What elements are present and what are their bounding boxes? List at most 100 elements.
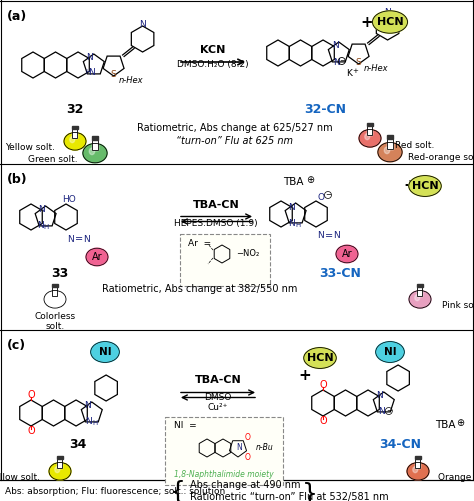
Text: “turn-on” Flu at 625 nm: “turn-on” Flu at 625 nm bbox=[176, 136, 293, 146]
Text: −NO₂: −NO₂ bbox=[236, 249, 259, 259]
Ellipse shape bbox=[373, 11, 408, 33]
Text: Yellow solt.: Yellow solt. bbox=[5, 143, 55, 152]
Text: +: + bbox=[352, 68, 358, 74]
Text: 33-CN: 33-CN bbox=[319, 267, 361, 280]
Text: N: N bbox=[139, 20, 146, 29]
Text: NI: NI bbox=[99, 347, 111, 357]
Text: N: N bbox=[288, 218, 295, 227]
Ellipse shape bbox=[365, 134, 370, 140]
Text: N: N bbox=[378, 407, 385, 416]
Text: O: O bbox=[27, 426, 35, 436]
Text: Cu²⁺: Cu²⁺ bbox=[208, 403, 228, 412]
Text: Abs change at 490 nm: Abs change at 490 nm bbox=[190, 480, 301, 490]
Text: N: N bbox=[376, 391, 383, 400]
Text: Green solt.: Green solt. bbox=[28, 155, 78, 164]
Bar bbox=[92, 140, 98, 149]
Bar bbox=[53, 287, 57, 296]
Text: −: − bbox=[325, 192, 331, 198]
Text: NI  =: NI = bbox=[174, 421, 197, 430]
Text: O: O bbox=[319, 416, 327, 426]
Text: HCN: HCN bbox=[377, 17, 403, 27]
Text: +: + bbox=[299, 368, 311, 382]
Text: }: } bbox=[302, 482, 318, 501]
Text: Pink solt.: Pink solt. bbox=[442, 302, 474, 311]
Text: N: N bbox=[333, 58, 340, 67]
Bar bbox=[415, 456, 421, 459]
Text: 34-CN: 34-CN bbox=[379, 438, 421, 451]
Text: Ar: Ar bbox=[91, 252, 102, 262]
Bar bbox=[417, 284, 423, 287]
Text: n-Hex: n-Hex bbox=[118, 76, 143, 85]
Bar bbox=[57, 459, 63, 468]
Ellipse shape bbox=[55, 466, 60, 472]
Text: H: H bbox=[43, 224, 48, 230]
Text: 32: 32 bbox=[66, 103, 84, 116]
Text: H: H bbox=[85, 69, 91, 75]
Text: {: { bbox=[170, 480, 186, 501]
Ellipse shape bbox=[409, 291, 431, 308]
Ellipse shape bbox=[86, 248, 108, 266]
Text: H: H bbox=[295, 222, 300, 228]
Text: HEPES:DMSO (1:9): HEPES:DMSO (1:9) bbox=[174, 219, 258, 228]
Text: Ratiometric “turn-on” Flu at 532/581 nm: Ratiometric “turn-on” Flu at 532/581 nm bbox=[190, 492, 389, 501]
Ellipse shape bbox=[83, 143, 107, 163]
Bar bbox=[416, 459, 420, 468]
Text: 33: 33 bbox=[51, 267, 69, 280]
Bar bbox=[367, 126, 373, 135]
Text: Red-orange solt.: Red-orange solt. bbox=[408, 153, 474, 162]
Text: Colorless
solt.: Colorless solt. bbox=[35, 312, 75, 331]
Ellipse shape bbox=[50, 295, 55, 301]
Text: n-Hex: n-Hex bbox=[364, 64, 388, 73]
Bar bbox=[387, 135, 393, 139]
Text: TBA-CN: TBA-CN bbox=[195, 375, 241, 385]
Ellipse shape bbox=[378, 142, 402, 162]
Bar bbox=[367, 126, 373, 135]
Bar bbox=[387, 139, 393, 148]
Text: N: N bbox=[86, 53, 93, 62]
Text: Abs: absorption; Flu: fluorescence; solt.: solution: Abs: absorption; Flu: fluorescence; solt… bbox=[5, 486, 225, 495]
Text: Ar: Ar bbox=[342, 249, 352, 259]
Ellipse shape bbox=[407, 462, 429, 480]
Text: ⊕: ⊕ bbox=[456, 418, 464, 428]
Text: TBA-CN: TBA-CN bbox=[192, 200, 239, 210]
Bar bbox=[92, 136, 98, 140]
Text: N: N bbox=[334, 231, 340, 240]
Text: S: S bbox=[111, 70, 117, 79]
Text: N: N bbox=[288, 202, 295, 211]
Text: N: N bbox=[236, 443, 242, 452]
Text: O: O bbox=[245, 453, 251, 462]
Bar bbox=[57, 456, 63, 459]
Text: 1,8-Naphthalimide moiety: 1,8-Naphthalimide moiety bbox=[174, 470, 274, 479]
Text: S: S bbox=[356, 58, 362, 67]
Text: N: N bbox=[37, 220, 44, 229]
Ellipse shape bbox=[49, 462, 71, 480]
Ellipse shape bbox=[91, 342, 119, 362]
FancyBboxPatch shape bbox=[165, 417, 283, 485]
Bar bbox=[53, 287, 57, 296]
Ellipse shape bbox=[64, 132, 86, 150]
Ellipse shape bbox=[376, 342, 404, 362]
Text: HCN: HCN bbox=[412, 181, 438, 191]
Text: =: = bbox=[325, 231, 333, 241]
Text: −: − bbox=[339, 58, 345, 64]
Text: N: N bbox=[85, 416, 92, 425]
Ellipse shape bbox=[70, 137, 75, 143]
Bar bbox=[72, 126, 78, 129]
Ellipse shape bbox=[359, 129, 381, 147]
Ellipse shape bbox=[415, 295, 419, 301]
Bar bbox=[418, 287, 422, 296]
Text: O: O bbox=[245, 433, 251, 442]
Text: DMSO:H₂O (8:2): DMSO:H₂O (8:2) bbox=[177, 60, 249, 69]
Text: (c): (c) bbox=[7, 339, 26, 352]
Text: NI: NI bbox=[383, 347, 396, 357]
Text: HCN: HCN bbox=[307, 353, 333, 363]
Text: TBA: TBA bbox=[435, 420, 455, 430]
Text: K: K bbox=[346, 69, 352, 78]
Text: TBA: TBA bbox=[283, 177, 303, 187]
Text: O: O bbox=[319, 380, 327, 390]
Bar bbox=[52, 284, 58, 287]
Ellipse shape bbox=[89, 148, 95, 155]
Bar bbox=[73, 129, 78, 138]
Text: DMSO: DMSO bbox=[204, 393, 232, 402]
Text: +: + bbox=[361, 15, 374, 30]
